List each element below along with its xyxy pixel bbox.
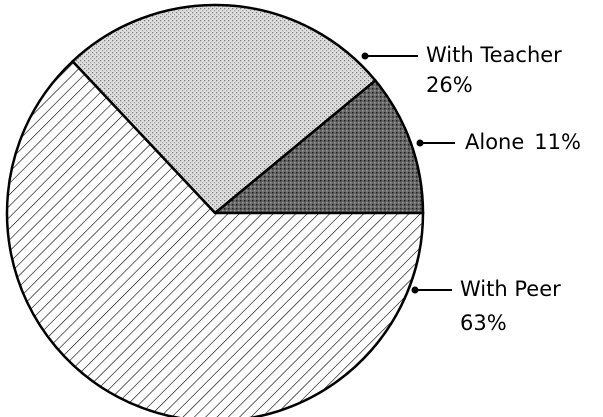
pie-slice <box>211 78 425 215</box>
slice-label: With Teacher <box>426 43 562 67</box>
pie-slice <box>5 59 425 417</box>
slice-value: 63% <box>460 311 507 335</box>
slice-label: Alone <box>465 130 524 154</box>
slice-value: 11% <box>534 130 581 154</box>
pie-slice <box>70 3 378 215</box>
slice-label: With Peer <box>460 277 561 301</box>
slice-value: 26% <box>426 73 473 97</box>
